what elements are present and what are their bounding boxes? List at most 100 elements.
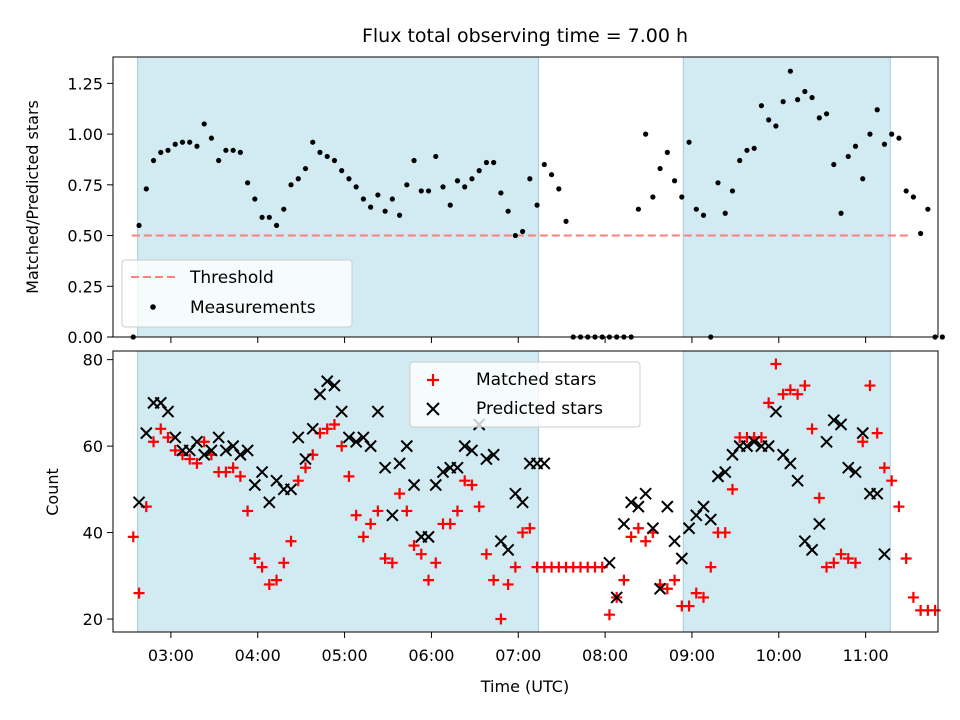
matched-star-point	[813, 492, 825, 504]
matched-star-point	[343, 470, 355, 482]
matched-star-point	[792, 388, 804, 400]
measurement-point	[635, 206, 641, 212]
matched-star-point	[234, 470, 246, 482]
measurement-point	[563, 218, 569, 224]
predicted-star-point	[784, 457, 797, 470]
measurement-point	[433, 153, 439, 160]
matched-star-point	[127, 531, 139, 543]
predicted-star-point	[429, 478, 442, 492]
bottom-x-tick-label: 11:00	[843, 646, 889, 665]
shaded-span-2	[682, 350, 891, 633]
bottom-x-tick-label: 07:00	[495, 646, 541, 665]
matched-star-point	[799, 380, 811, 392]
matched-star-point	[632, 522, 644, 534]
measurement-point	[281, 206, 287, 212]
matched-star-point	[886, 475, 898, 487]
predicted-star-point	[480, 452, 493, 466]
predicted-star-point	[386, 509, 399, 522]
predicted-star-point	[190, 435, 204, 448]
predicted-star-point	[740, 439, 754, 453]
bottom-x-tick-label: 03:00	[148, 646, 194, 665]
measurement-point	[758, 103, 765, 109]
predicted-star-point	[364, 439, 377, 453]
top-y-tick-label: 1.25	[67, 74, 103, 93]
measurement-point	[664, 149, 670, 155]
matched-star-point	[690, 587, 702, 599]
matched-star-point	[640, 535, 652, 547]
measurement-point	[910, 194, 916, 200]
matched-star-point	[285, 535, 297, 547]
matched-star-point	[466, 479, 478, 491]
measurement-point	[802, 88, 808, 95]
matched-star-point	[502, 578, 514, 590]
legend-predicted-swatch	[426, 402, 440, 416]
matched-star-point	[763, 397, 775, 409]
matched-star-point	[220, 466, 232, 478]
measurement-point	[918, 230, 924, 237]
matched-star-point	[495, 613, 507, 625]
measurement-point	[346, 176, 352, 182]
predicted-star-point	[451, 461, 464, 474]
measurement-point	[382, 208, 388, 214]
matched-star-point	[242, 505, 254, 517]
matched-star-point	[394, 488, 406, 500]
predicted-star-point	[335, 405, 348, 418]
measurement-point	[766, 117, 772, 123]
predicted-star-point	[284, 483, 298, 496]
matched-star-point	[864, 380, 876, 392]
matched-star-point	[191, 457, 203, 469]
matched-star-point	[683, 600, 695, 612]
predicted-star-point	[878, 547, 891, 561]
matched-star-point	[386, 557, 398, 569]
measurement-point	[230, 147, 236, 153]
predicted-star-point	[248, 478, 262, 492]
matched-star-point	[444, 518, 456, 530]
predicted-star-point	[306, 422, 319, 436]
measurement-point	[375, 192, 381, 198]
measurement-point	[845, 153, 851, 160]
predicted-star-point	[827, 413, 840, 427]
measurement-point	[462, 184, 468, 190]
chart-title: Flux total observing time = 7.00 h	[362, 25, 688, 47]
measurement-point	[418, 188, 424, 194]
measurement-point	[179, 139, 186, 145]
matched-star-point	[770, 358, 782, 370]
legend-measurements-label: Measurements	[190, 298, 316, 318]
matched-star-point	[379, 553, 391, 565]
matched-star-point	[133, 587, 145, 599]
measurement-point	[288, 182, 294, 188]
matched-star-point	[328, 418, 340, 430]
measurement-point	[773, 123, 779, 129]
top-panel: 0.00 0.25 0.50 0.75 1.00 1.25 Matched/Predict…	[23, 56, 945, 347]
matched-star-point	[148, 436, 160, 448]
legend-predicted-label: Predicted stars	[476, 399, 603, 419]
matched-star-point	[184, 453, 196, 465]
matched-star-point	[777, 388, 789, 400]
matched-star-point	[719, 527, 731, 539]
measurement-point	[548, 172, 555, 178]
predicted-star-point	[263, 496, 276, 509]
matched-star-point	[321, 423, 333, 435]
measurement-point	[838, 210, 844, 216]
measurement-point	[722, 210, 728, 216]
measurement-point	[339, 168, 345, 174]
matched-star-point	[842, 553, 854, 565]
predicted-star-point	[704, 513, 717, 526]
matched-stars-series	[127, 358, 941, 625]
matched-star-point	[857, 436, 869, 448]
matched-star-point	[705, 561, 717, 573]
predicted-star-point	[632, 500, 645, 513]
matched-star-point	[162, 431, 174, 443]
predicted-star-point	[871, 487, 884, 500]
predicted-star-point	[610, 591, 623, 604]
predicted-star-point	[516, 496, 529, 509]
matched-star-point	[350, 509, 362, 521]
matched-star-point	[365, 518, 377, 530]
measurement-point	[483, 159, 490, 166]
measurement-point	[780, 99, 786, 105]
predicted-star-point	[538, 457, 551, 470]
matched-star-point	[835, 548, 847, 560]
measurement-point	[411, 157, 417, 164]
predicted-star-point	[400, 439, 414, 453]
